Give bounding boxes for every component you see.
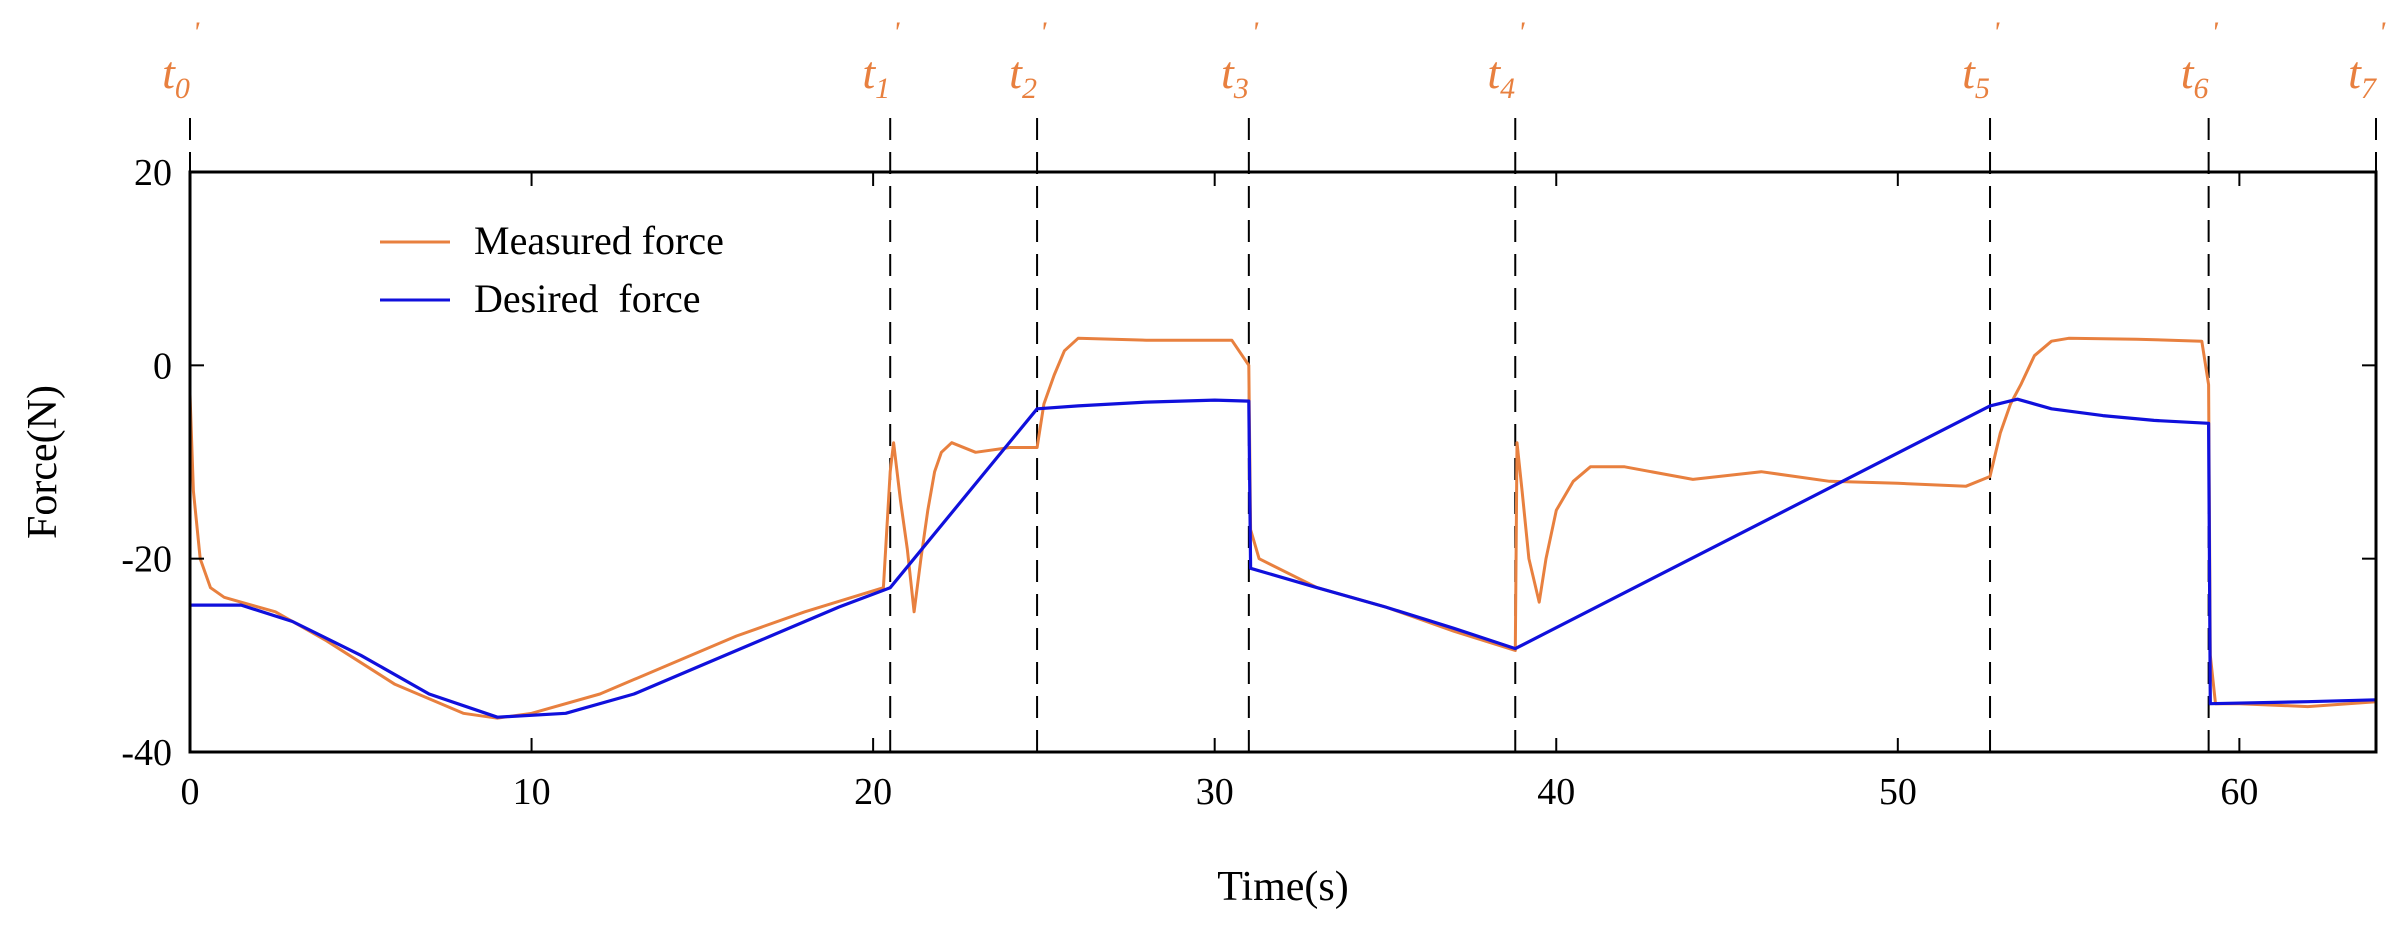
- series-line-desired: [190, 397, 2377, 719]
- y-tick-label: -20: [121, 539, 172, 581]
- phase-prime-3: ': [1252, 16, 1259, 49]
- phase-marker-lines: [189, 118, 2377, 752]
- y-axis: -40 -20 0 20: [121, 152, 2376, 774]
- y-tick-label: 0: [153, 345, 172, 387]
- series-layer: [188, 336, 2377, 720]
- phase-label-5: t5: [1962, 47, 1990, 105]
- x-tick-label: 40: [1537, 771, 1575, 813]
- phase-prime-4: ': [1518, 16, 1525, 49]
- x-tick-label: 10: [513, 771, 551, 813]
- plot-frame: [188, 170, 2378, 754]
- x-tick-label: 50: [1879, 771, 1917, 813]
- phase-prime-5: ': [1993, 16, 2000, 49]
- y-axis-title: Force(N): [20, 385, 66, 539]
- phase-label-6: t6: [2181, 47, 2209, 105]
- phase-prime-0: ': [193, 16, 200, 49]
- phase-label-4: t4: [1487, 47, 1515, 105]
- phase-prime-6: ': [2211, 16, 2218, 49]
- legend-label-desired: Desired force: [474, 276, 701, 321]
- phase-prime-1: ': [893, 16, 900, 49]
- legend: Measured force Desired force: [380, 218, 724, 321]
- phase-prime-2: ': [1040, 16, 1047, 49]
- phase-label-0: t0: [162, 47, 190, 105]
- x-axis-title: Time(s): [1217, 864, 1348, 910]
- x-tick-label: 20: [854, 771, 892, 813]
- phase-label-7: t7: [2348, 47, 2378, 105]
- phase-marker-labels: t0't1't2't3't4't5't6't7': [162, 16, 2386, 105]
- x-tick-label: 60: [2220, 771, 2258, 813]
- y-tick-label: 20: [134, 152, 172, 194]
- phase-prime-7: ': [2379, 16, 2386, 49]
- y-tick-label: -40: [121, 732, 172, 774]
- series-line-measured: [188, 336, 2377, 720]
- x-tick-label: 0: [181, 771, 200, 813]
- legend-label-measured: Measured force: [474, 218, 724, 263]
- phase-label-1: t1: [862, 47, 890, 105]
- phase-label-3: t3: [1221, 47, 1249, 105]
- x-tick-label: 30: [1196, 771, 1234, 813]
- x-axis: 0 10 20 30 40 50 60: [181, 172, 2258, 813]
- phase-label-2: t2: [1009, 47, 1037, 105]
